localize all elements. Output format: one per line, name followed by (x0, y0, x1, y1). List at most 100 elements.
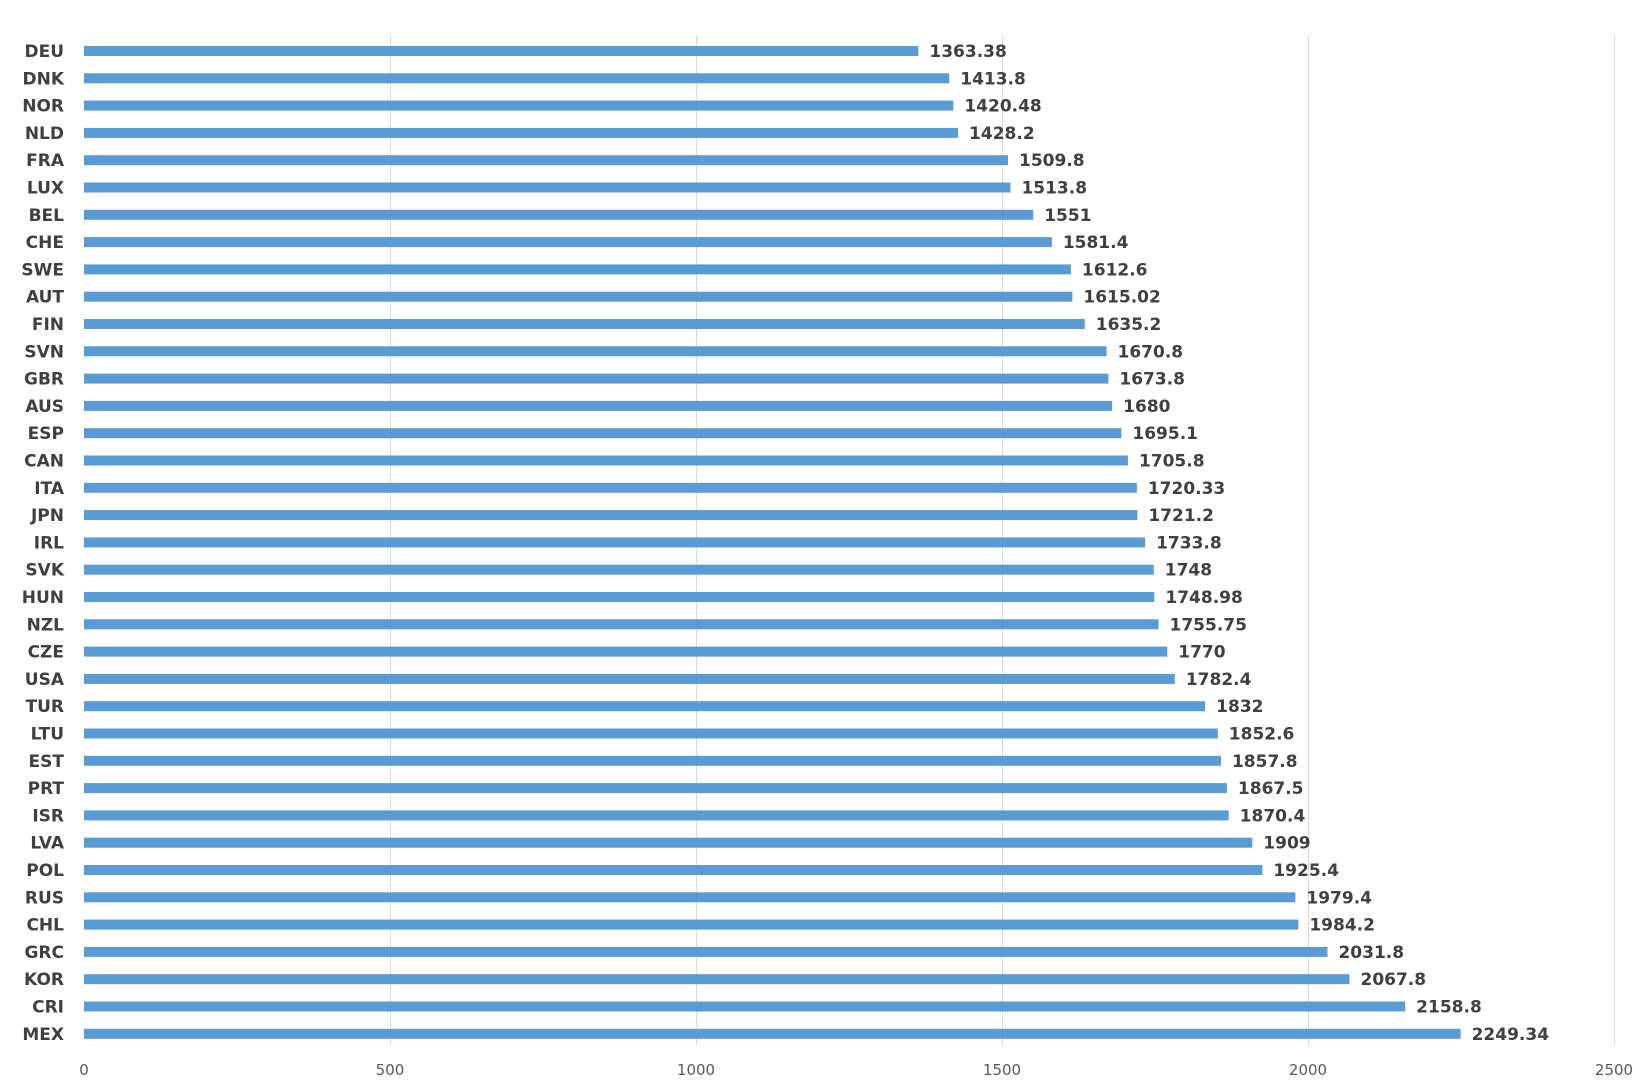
data-label-deu: 1363.38 (929, 42, 1006, 62)
data-label-grc: 2031.8 (1338, 943, 1404, 963)
bar-mex (84, 1028, 1461, 1039)
bar-jpn (84, 510, 1138, 521)
data-label-aut: 1615.02 (1083, 288, 1160, 308)
category-label-esp: ESP (28, 424, 64, 444)
category-label-lux: LUX (27, 179, 64, 199)
data-label-irl: 1733.8 (1156, 533, 1222, 553)
data-label-gbr: 1673.8 (1119, 370, 1185, 390)
category-label-mex: MEX (22, 1025, 64, 1045)
data-label-prt: 1867.5 (1238, 779, 1304, 799)
bar-irl (84, 537, 1146, 548)
category-label-aus: AUS (25, 397, 64, 417)
category-labels: DEU DNK NOR NLD FRA LUX BEL CHE SWE AUT FIN SVN GBR A… (21, 42, 64, 1045)
category-label-cri: CRI (32, 998, 64, 1018)
bar-chl (84, 919, 1299, 930)
data-label-ita: 1720.33 (1148, 479, 1225, 499)
category-label-ltu: LTU (31, 725, 64, 745)
category-label-cze: CZE (28, 643, 64, 663)
bar-dnk (84, 73, 950, 84)
category-label-can: CAN (24, 452, 64, 472)
bar-bel (84, 209, 1034, 220)
category-label-usa: USA (25, 670, 65, 690)
bar-nor (84, 100, 954, 111)
bar-grc (84, 946, 1328, 957)
bar-hun (84, 592, 1155, 602)
data-label-rus: 1979.4 (1306, 888, 1372, 908)
category-label-kor: KOR (24, 970, 64, 990)
data-label-est: 1857.8 (1232, 752, 1298, 772)
category-label-rus: RUS (25, 888, 64, 908)
x-tick-label-1000: 1000 (677, 1061, 715, 1079)
data-label-kor: 2067.8 (1360, 970, 1426, 990)
data-label-ltu: 1852.6 (1229, 725, 1295, 745)
category-label-prt: PRT (28, 779, 65, 799)
category-label-gbr: GBR (24, 370, 64, 390)
category-label-isr: ISR (32, 806, 64, 826)
x-axis-tick-labels: 0 500 1000 1500 2000 2500 (79, 1061, 1633, 1079)
bar-est (84, 755, 1221, 766)
data-label-pol: 1925.4 (1273, 861, 1339, 881)
data-label-lva: 1909 (1263, 834, 1310, 854)
category-label-bel: BEL (29, 206, 65, 226)
data-label-nld: 1428.2 (969, 124, 1035, 144)
data-label-lux: 1513.8 (1021, 179, 1087, 199)
bar-aut (84, 291, 1073, 302)
x-tick-label-0: 0 (79, 1061, 89, 1079)
x-tick-label-500: 500 (376, 1061, 405, 1079)
bar-esp (84, 428, 1122, 439)
data-label-cri: 2158.8 (1416, 998, 1482, 1018)
category-label-fin: FIN (32, 315, 64, 335)
category-label-nld: NLD (25, 124, 64, 144)
category-label-nzl: NZL (27, 615, 65, 635)
bar-swe (84, 264, 1071, 275)
category-label-ita: ITA (34, 479, 65, 499)
category-label-tur: TUR (26, 697, 65, 717)
data-label-isr: 1870.4 (1240, 806, 1306, 826)
category-label-svk: SVK (25, 561, 64, 581)
data-label-che: 1581.4 (1063, 233, 1129, 253)
data-label-fra: 1509.8 (1019, 151, 1085, 171)
data-label-bel: 1551 (1044, 206, 1091, 226)
bar-fra (84, 155, 1008, 166)
bar-prt (84, 783, 1227, 794)
bar-cze (84, 646, 1168, 657)
bar-can (84, 455, 1128, 466)
data-label-cze: 1770 (1178, 643, 1225, 663)
bar-tur (84, 701, 1206, 712)
bar-pol (84, 865, 1263, 875)
data-label-chl: 1984.2 (1309, 916, 1375, 936)
data-label-nzl: 1755.75 (1170, 615, 1247, 635)
data-label-swe: 1612.6 (1082, 260, 1148, 280)
category-label-grc: GRC (24, 943, 64, 963)
category-label-nor: NOR (22, 97, 64, 117)
category-label-aut: AUT (26, 288, 64, 308)
bar-kor (84, 974, 1350, 985)
category-label-svn: SVN (24, 342, 64, 362)
category-label-jpn: JPN (30, 506, 64, 526)
bar-cri (84, 1001, 1406, 1012)
category-label-lva: LVA (30, 834, 64, 854)
bar-nld (84, 127, 959, 138)
bars (84, 46, 1461, 1039)
x-tick-label-2000: 2000 (1289, 1061, 1327, 1079)
data-label-esp: 1695.1 (1132, 424, 1198, 444)
category-label-chl: CHL (26, 916, 64, 936)
data-label-mex: 2249.34 (1472, 1025, 1550, 1045)
data-label-dnk: 1413.8 (960, 69, 1026, 89)
bar-deu (84, 46, 919, 56)
bar-isr (84, 810, 1229, 821)
bar-svn (84, 346, 1107, 357)
bar-fin (84, 319, 1085, 329)
data-label-tur: 1832 (1216, 697, 1263, 717)
data-label-svk: 1748 (1165, 561, 1212, 581)
bar-ltu (84, 728, 1218, 739)
bar-aus (84, 400, 1113, 411)
data-label-aus: 1680 (1123, 397, 1170, 417)
bar-che (84, 237, 1052, 248)
bar-rus (84, 892, 1296, 903)
bar-lux (84, 182, 1011, 193)
category-label-dnk: DNK (22, 69, 64, 89)
category-label-est: EST (29, 752, 65, 772)
category-label-irl: IRL (34, 533, 64, 553)
